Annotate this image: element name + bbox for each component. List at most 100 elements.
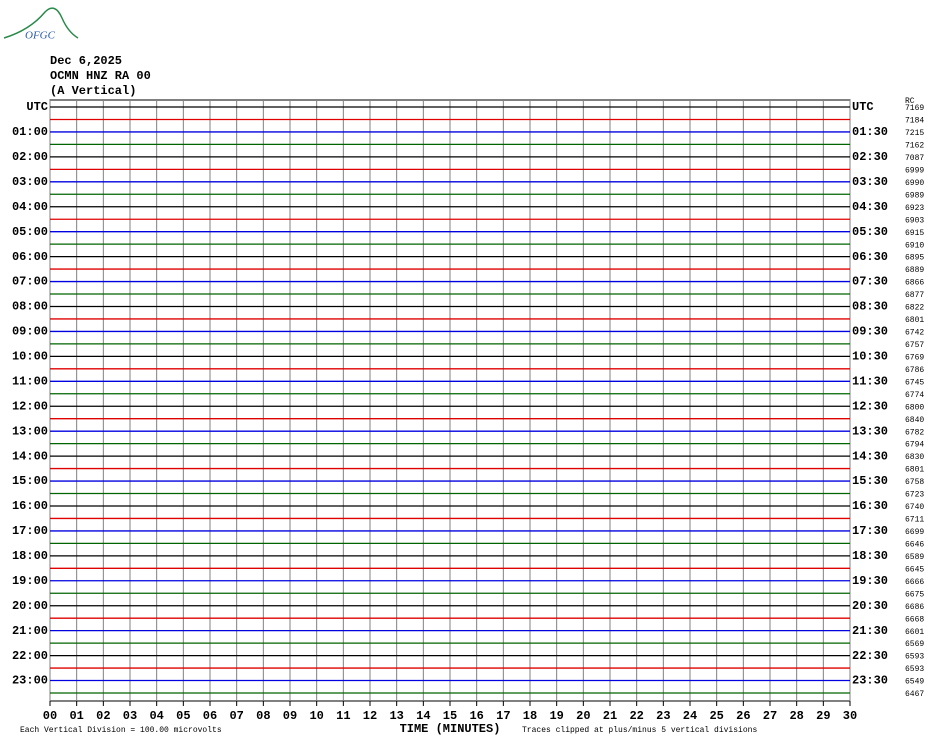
- row-time-left: 13:00: [12, 424, 48, 438]
- row-offset: 6774: [905, 391, 924, 400]
- row-offset: 6866: [905, 279, 924, 288]
- x-tick-label: 02: [96, 709, 110, 723]
- x-tick-label: 13: [389, 709, 403, 723]
- row-time-left: 11:00: [12, 374, 48, 388]
- row-offset: 6782: [905, 428, 924, 437]
- row-time-left: 15:00: [12, 474, 48, 488]
- x-tick-label: 01: [69, 709, 83, 723]
- x-tick-label: 29: [816, 709, 830, 723]
- x-tick-label: 12: [363, 709, 377, 723]
- row-time-left: 18:00: [12, 549, 48, 563]
- row-offset: 6467: [905, 690, 924, 699]
- row-time-right: 01:30: [852, 125, 888, 139]
- row-offset: 6711: [905, 516, 924, 525]
- x-tick-label: 16: [469, 709, 483, 723]
- row-offset: 6699: [905, 528, 924, 537]
- x-tick-label: 11: [336, 709, 350, 723]
- row-time-right: 18:30: [852, 549, 888, 563]
- row-offset: 6593: [905, 653, 924, 662]
- row-offset: 6601: [905, 628, 924, 637]
- x-tick-label: 07: [229, 709, 243, 723]
- row-time-left: 12:00: [12, 399, 48, 413]
- row-time-left: 02:00: [12, 150, 48, 164]
- x-tick-label: 20: [576, 709, 590, 723]
- row-offset: 6549: [905, 678, 924, 687]
- row-offset: 6786: [905, 366, 924, 375]
- row-time-right: 03:30: [852, 175, 888, 189]
- row-offset: 7215: [905, 129, 924, 138]
- x-tick-label: 30: [843, 709, 857, 723]
- row-time-left: 06:00: [12, 250, 48, 264]
- title-line: Dec 6,2025: [50, 54, 122, 68]
- x-tick-label: 17: [496, 709, 510, 723]
- row-offset: 6740: [905, 503, 924, 512]
- row-time-right: 14:30: [852, 449, 888, 463]
- x-axis-title: TIME (MINUTES): [400, 722, 501, 736]
- row-time-left: 04:00: [12, 200, 48, 214]
- x-tick-label: 14: [416, 709, 430, 723]
- title-line: (A Vertical): [50, 84, 136, 98]
- row-offset: 6757: [905, 341, 924, 350]
- row-offset: 6800: [905, 403, 924, 412]
- row-time-right: 05:30: [852, 225, 888, 239]
- row-time-right: 15:30: [852, 474, 888, 488]
- row-offset: 7087: [905, 154, 924, 163]
- row-offset: 6646: [905, 540, 924, 549]
- row-offset: 6915: [905, 229, 924, 238]
- row-time-left: 20:00: [12, 599, 48, 613]
- row-time-right: 16:30: [852, 499, 888, 513]
- row-time-left: 22:00: [12, 649, 48, 663]
- row-offset: 6593: [905, 665, 924, 674]
- row-time-left: 17:00: [12, 524, 48, 538]
- row-time-right: 17:30: [852, 524, 888, 538]
- row-offset: 6794: [905, 441, 924, 450]
- x-tick-label: 25: [709, 709, 723, 723]
- row-offset: 6903: [905, 216, 924, 225]
- row-time-left: 09:00: [12, 325, 48, 339]
- x-tick-label: 00: [43, 709, 57, 723]
- row-offset: 6923: [905, 204, 924, 213]
- row-time-left: 05:00: [12, 225, 48, 239]
- row-offset: 6999: [905, 166, 924, 175]
- row-offset: 6840: [905, 416, 924, 425]
- row-time-left: 21:00: [12, 624, 48, 638]
- row-time-right: 09:30: [852, 325, 888, 339]
- x-tick-label: 23: [656, 709, 670, 723]
- row-time-left: 16:00: [12, 499, 48, 513]
- row-offset: 6990: [905, 179, 924, 188]
- row-time-right: 22:30: [852, 649, 888, 663]
- row-time-left: 07:00: [12, 275, 48, 289]
- row-offset: 6758: [905, 478, 924, 487]
- row-time-right: 11:30: [852, 374, 888, 388]
- x-tick-label: 26: [736, 709, 750, 723]
- x-tick-label: 27: [763, 709, 777, 723]
- row-time-left: 01:00: [12, 125, 48, 139]
- row-time-right: UTC: [852, 100, 874, 114]
- row-time-left: UTC: [26, 100, 48, 114]
- row-offset: 7162: [905, 142, 924, 151]
- row-time-right: 23:30: [852, 674, 888, 688]
- row-time-left: 14:00: [12, 449, 48, 463]
- row-offset: 7184: [905, 117, 924, 126]
- row-offset: 6675: [905, 590, 924, 599]
- row-offset: 6666: [905, 578, 924, 587]
- x-tick-label: 28: [789, 709, 803, 723]
- row-offset: 6723: [905, 491, 924, 500]
- row-offset: 6686: [905, 603, 924, 612]
- row-offset: 6589: [905, 553, 924, 562]
- x-tick-label: 09: [283, 709, 297, 723]
- row-time-right: 06:30: [852, 250, 888, 264]
- row-time-right: 21:30: [852, 624, 888, 638]
- x-tick-label: 06: [203, 709, 217, 723]
- row-offset: 6889: [905, 266, 924, 275]
- row-time-left: 08:00: [12, 300, 48, 314]
- row-offset: 6801: [905, 466, 924, 475]
- row-offset: 7169: [905, 104, 924, 113]
- row-time-right: 20:30: [852, 599, 888, 613]
- title-line: OCMN HNZ RA 00: [50, 69, 151, 83]
- row-offset: 6830: [905, 453, 924, 462]
- x-tick-label: 15: [443, 709, 457, 723]
- x-tick-label: 05: [176, 709, 190, 723]
- row-offset: 6668: [905, 615, 924, 624]
- row-time-left: 19:00: [12, 574, 48, 588]
